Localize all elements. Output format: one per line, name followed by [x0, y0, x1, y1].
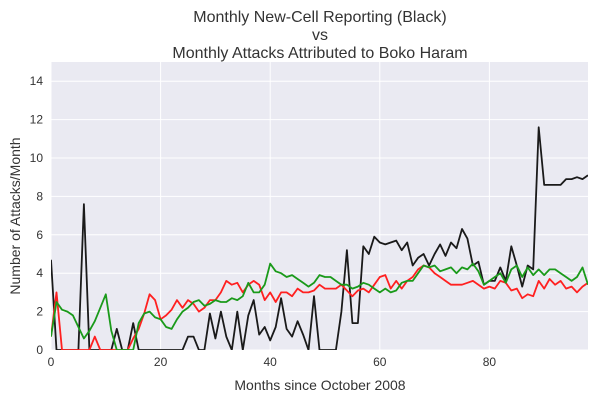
y-tick-label: 10 [30, 151, 44, 165]
series-line-red [51, 264, 588, 350]
chart-title-line-3: Monthly Attacks Attributed to Boko Haram [172, 45, 467, 62]
series-line-black [51, 126, 588, 350]
y-tick-label: 6 [36, 228, 43, 242]
x-tick-label: 0 [48, 355, 55, 369]
series-layer [51, 126, 588, 350]
plot-area [51, 62, 588, 350]
y-tick-label: 4 [36, 266, 43, 280]
x-tick-label: 20 [154, 355, 168, 369]
x-tick-label: 60 [373, 355, 387, 369]
y-tick-label: 8 [36, 189, 43, 203]
chart-title-line-2: vs [312, 27, 328, 44]
y-tick-label: 12 [30, 113, 44, 127]
y-tick-label: 14 [30, 74, 44, 88]
x-tick-label: 40 [264, 355, 278, 369]
tick-labels: 0 2 4 6 8 10 12 14 0 20 40 60 80 [30, 74, 497, 369]
x-tick-label: 80 [483, 355, 497, 369]
chart-title-line-1: Monthly New-Cell Reporting (Black) [193, 9, 446, 26]
series-line-green [51, 262, 588, 350]
x-axis-label: Months since October 2008 [234, 377, 405, 393]
grid-lines [50, 62, 588, 351]
y-tick-label: 2 [36, 305, 43, 319]
y-tick-label: 0 [36, 343, 43, 357]
y-axis-label: Number of Attacks/Month [7, 137, 23, 294]
